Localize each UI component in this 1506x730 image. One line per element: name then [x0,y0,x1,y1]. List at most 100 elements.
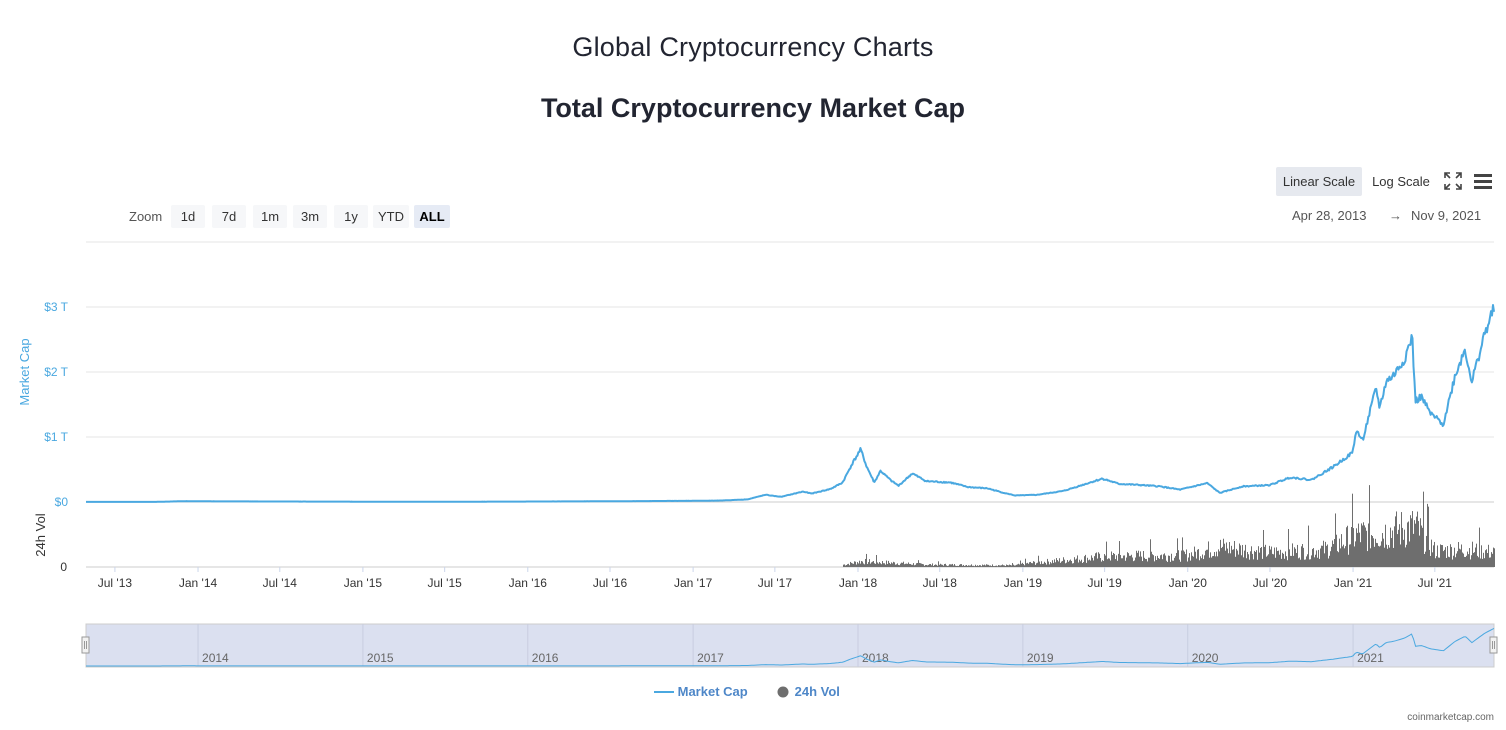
range-from[interactable]: Apr 28, 2013 [1292,208,1367,223]
navigator-year-label: 2019 [1027,651,1054,665]
volume-bar [1203,559,1204,567]
volume-bar [848,563,849,567]
legend-volume[interactable]: 24h Vol [777,684,840,702]
volume-bar [928,564,929,567]
volume-bar [1069,560,1070,567]
volume-bar [1467,551,1468,567]
volume-bar [1326,545,1327,567]
volume-bar [867,563,868,567]
volume-bar [1463,553,1464,567]
volume-bar [1019,564,1020,567]
volume-bar [1456,553,1457,567]
volume-bar [1274,547,1275,567]
volume-bar [1332,540,1333,567]
volume-bar [1118,553,1119,567]
navigator-right-handle[interactable] [1489,636,1498,654]
zoom-1m-button[interactable]: 1m [253,205,287,228]
zoom-1y-button[interactable]: 1y [334,205,368,228]
volume-bar [916,563,917,567]
zoom-7d-button[interactable]: 7d [212,205,246,228]
fullscreen-button[interactable] [1442,170,1464,192]
credits-link[interactable]: coinmarketcap.com [1407,712,1494,723]
volume-bar [1225,550,1226,567]
volume-bar [863,563,864,567]
volume-bar [1465,556,1466,567]
volume-bar [1068,561,1069,567]
volume-bar [954,564,955,567]
volume-bar [918,560,919,567]
volume-bar [1198,549,1199,567]
volume-bar [1490,557,1491,567]
volume-bar [1271,546,1272,567]
volume-bar [892,563,893,567]
volume-bar [1103,560,1104,567]
legend-market-cap[interactable]: Market Cap [654,684,748,702]
volume-bar [1188,557,1189,567]
volume-bar [1371,535,1372,567]
volume-bar [1374,546,1375,567]
linear-scale-button[interactable]: Linear Scale [1276,167,1362,196]
volume-bar [979,565,980,567]
volume-bar [1276,547,1277,567]
zoom-all-button[interactable]: ALL [414,205,450,228]
volume-bar [1024,565,1025,567]
volume-bar [1468,554,1469,567]
circle-legend-icon [777,686,789,698]
volume-bar [1166,560,1167,567]
navigator-mask[interactable] [85,623,1495,668]
volume-bar [1170,561,1171,567]
volume-bar [1190,560,1191,567]
volume-bar [1097,558,1098,567]
volume-bar [1007,565,1008,567]
volume-bar [1478,557,1479,567]
chart-menu-button[interactable] [1472,170,1494,192]
volume-bar [865,558,866,567]
volume-bar [1028,563,1029,567]
volume-bar [894,562,895,567]
volume-bar [1005,566,1006,567]
volume-bar [1308,525,1309,567]
volume-bar [1306,556,1307,567]
volume-bar [1338,552,1339,567]
volume-bar [911,564,912,567]
navigator-left-handle[interactable] [81,636,90,654]
x-axis-tick: Jan '20 [1169,576,1208,590]
zoom-ytd-button[interactable]: YTD [373,205,409,228]
volume-bar [884,563,885,567]
log-scale-button[interactable]: Log Scale [1372,174,1430,189]
volume-bar [992,564,993,567]
volume-bar [1408,521,1409,567]
volume-bar [1129,555,1130,567]
volume-bar [1443,551,1444,567]
zoom-3m-button[interactable]: 3m [293,205,327,228]
volume-bar [845,565,846,567]
volume-bar [969,565,970,567]
volume-bar [985,565,986,567]
volume-bar [946,565,947,567]
volume-bar [1112,555,1113,567]
volume-bar [1481,545,1482,567]
volume-bar [1487,553,1488,567]
volume-bar [1167,561,1168,567]
volume-bar [1132,557,1133,567]
range-to[interactable]: Nov 9, 2021 [1411,208,1482,223]
x-axis-tick: Jul '18 [923,576,958,590]
volume-bar [1435,558,1436,567]
volume-bar [1055,562,1056,567]
volume-bar [1163,554,1164,567]
volume-bar [1043,563,1044,567]
y-axis-tick: $1 T [44,430,68,444]
volume-bar [1309,559,1310,567]
volume-bar [1177,538,1178,567]
volume-bar [1422,527,1423,567]
zoom-1d-button[interactable]: 1d [171,205,205,228]
volume-bar [1204,555,1205,567]
volume-bar [1482,558,1483,567]
volume-bar [1238,554,1239,567]
navigator[interactable]: 2014 2015 2016 2017 2018 2019 2020 2021 [81,623,1498,668]
volume-bar [890,564,891,567]
volume-bar [1264,546,1265,567]
x-axis-tick: Jan '14 [179,576,218,590]
volume-bar [1442,545,1443,567]
